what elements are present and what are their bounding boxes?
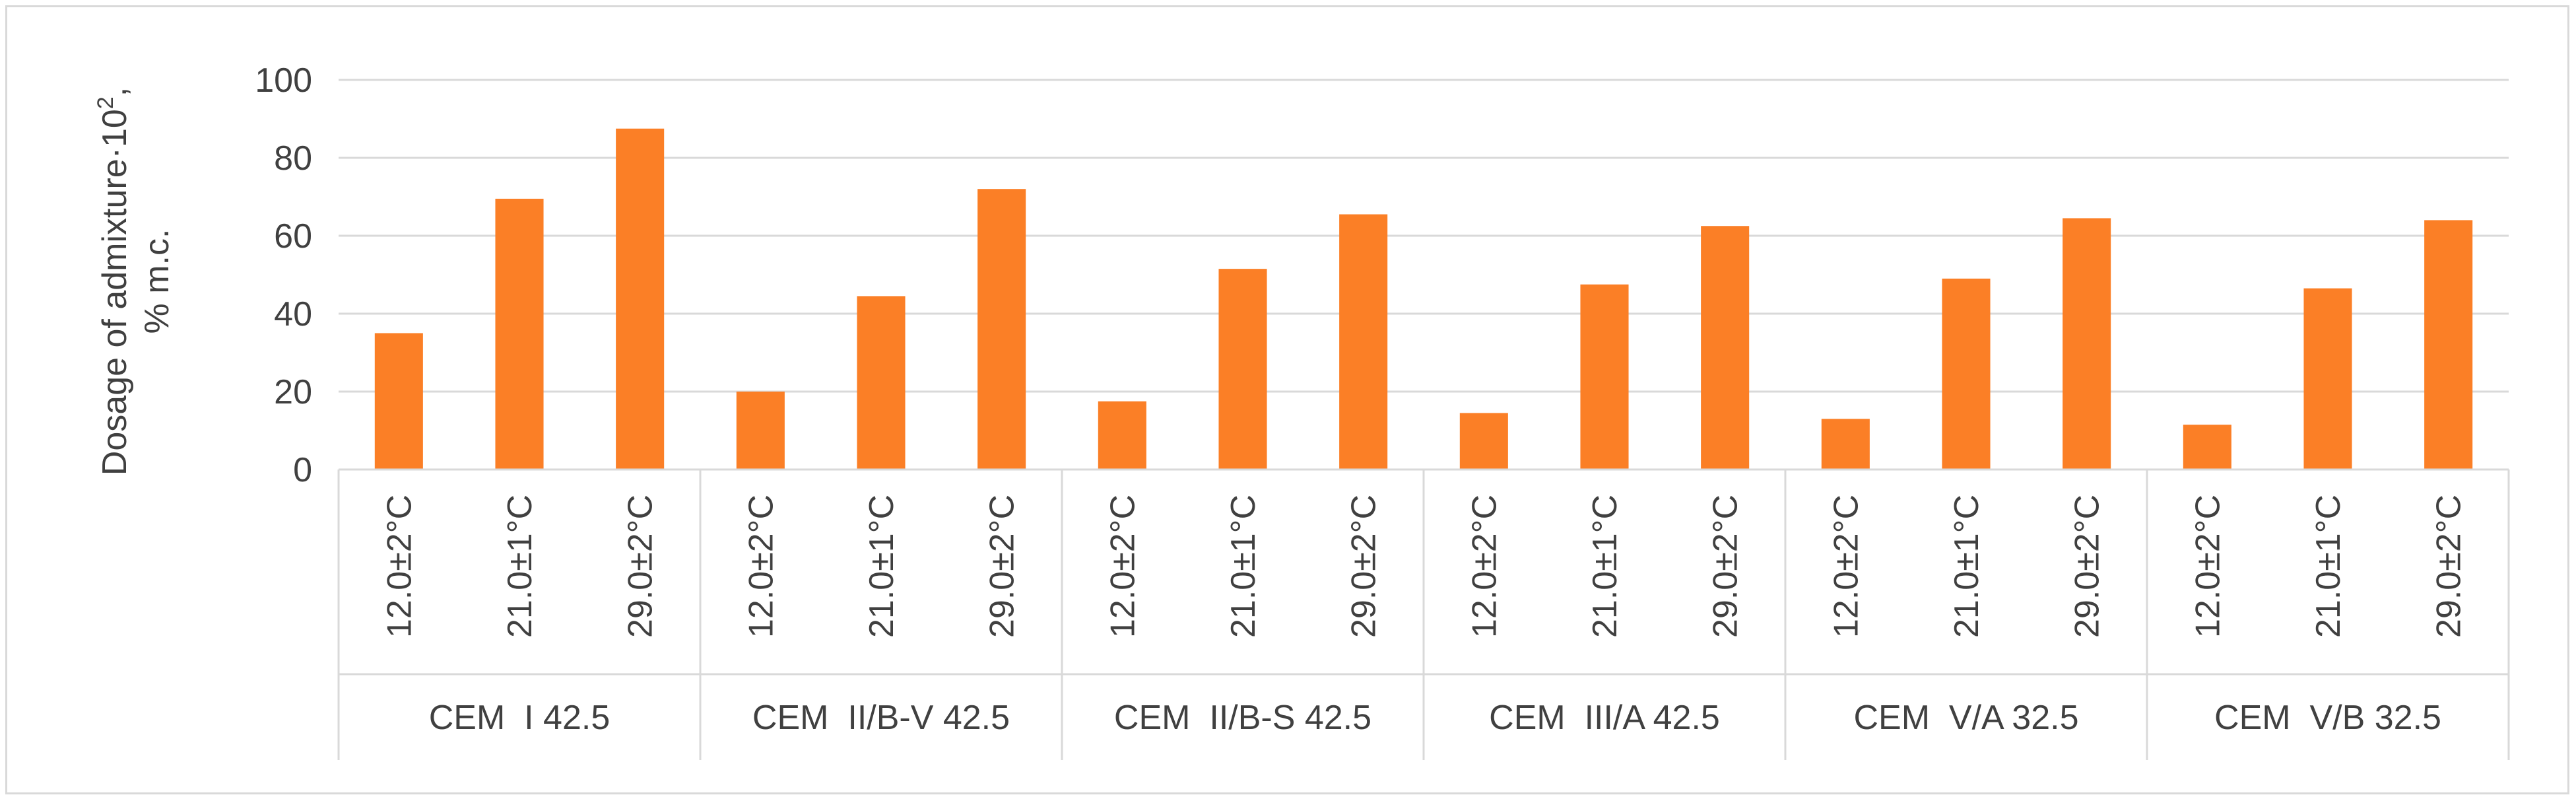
bar bbox=[736, 392, 785, 470]
x-tick-label: 29.0±2°C bbox=[1707, 495, 1745, 638]
x-tick-label: 21.0±1°C bbox=[2309, 495, 2348, 638]
bar bbox=[1459, 413, 1508, 470]
x-tick-label: 29.0±2°C bbox=[2068, 495, 2107, 638]
group-label: CEM III/A 42.5 bbox=[1489, 699, 1720, 737]
y-axis-ticks: 0 20 40 60 80 100 bbox=[255, 61, 312, 489]
x-tick-label: 29.0±2°C bbox=[622, 495, 660, 638]
chart-frame: 0 20 40 60 80 100 12.0±2°C 21.0±1°C 29.0±2°C CEM… bbox=[5, 5, 2569, 794]
y-axis-title-line1: Dosage of admixture·102, bbox=[93, 87, 134, 475]
x-tick-label: 12.0±2°C bbox=[380, 495, 418, 638]
bar bbox=[1339, 214, 1388, 470]
group-label: CEM V/A 32.5 bbox=[1853, 699, 2078, 737]
bar bbox=[2063, 218, 2111, 470]
x-tick-label: 12.0±2°C bbox=[742, 495, 780, 638]
y-tick-label: 40 bbox=[274, 295, 312, 333]
x-tick-label: 12.0±2°C bbox=[1104, 495, 1142, 638]
x-tick-label: 29.0±2°C bbox=[983, 495, 1022, 638]
bar bbox=[2303, 288, 2352, 470]
group-label: CEM V/B 32.5 bbox=[2214, 699, 2441, 737]
x-tick-label: 21.0±1°C bbox=[1586, 495, 1624, 638]
bar bbox=[2183, 425, 2231, 470]
bar bbox=[616, 128, 665, 470]
bar bbox=[977, 189, 1026, 470]
bar bbox=[495, 198, 544, 470]
gridlines bbox=[339, 79, 2509, 393]
bar bbox=[1218, 269, 1267, 470]
y-tick-label: 60 bbox=[274, 217, 312, 256]
bar bbox=[1821, 419, 1870, 470]
bar bbox=[1098, 401, 1146, 470]
y-tick-label: 80 bbox=[274, 139, 312, 178]
y-axis-title-line2: % m.c. bbox=[138, 229, 176, 334]
bar bbox=[1701, 226, 1750, 470]
group-label: CEM I 42.5 bbox=[429, 699, 611, 737]
group-label: CEM II/B-S 42.5 bbox=[1114, 699, 1371, 737]
x-tick-label: 29.0±2°C bbox=[2430, 495, 2468, 638]
bar-chart: 0 20 40 60 80 100 12.0±2°C 21.0±1°C 29.0±2°C CEM… bbox=[93, 61, 2510, 760]
y-axis-title: Dosage of admixture·102, % m.c. bbox=[93, 87, 176, 475]
x-tick-label: 21.0±1°C bbox=[501, 495, 539, 638]
x-tick-label: 12.0±2°C bbox=[2189, 495, 2227, 638]
bar bbox=[374, 333, 423, 470]
group-label: CEM II/B-V 42.5 bbox=[752, 699, 1010, 737]
y-tick-label: 100 bbox=[255, 61, 312, 100]
bars bbox=[374, 128, 2473, 470]
x-tick-label: 12.0±2°C bbox=[1465, 495, 1503, 638]
y-tick-label: 20 bbox=[274, 373, 312, 411]
bar bbox=[1942, 278, 1991, 470]
bar bbox=[857, 296, 906, 470]
x-tick-label: 21.0±1°C bbox=[1224, 495, 1263, 638]
y-tick-label: 0 bbox=[293, 451, 312, 489]
x-tick-label: 12.0±2°C bbox=[1827, 495, 1865, 638]
x-axis: 12.0±2°C 21.0±1°C 29.0±2°C CEM I 42.5 12.0±2… bbox=[337, 468, 2510, 760]
x-tick-label: 21.0±1°C bbox=[1948, 495, 1986, 638]
bar bbox=[1580, 284, 1629, 470]
x-tick-label: 29.0±2°C bbox=[1345, 495, 1383, 638]
x-tick-label: 21.0±1°C bbox=[863, 495, 901, 638]
bar bbox=[2424, 220, 2473, 470]
